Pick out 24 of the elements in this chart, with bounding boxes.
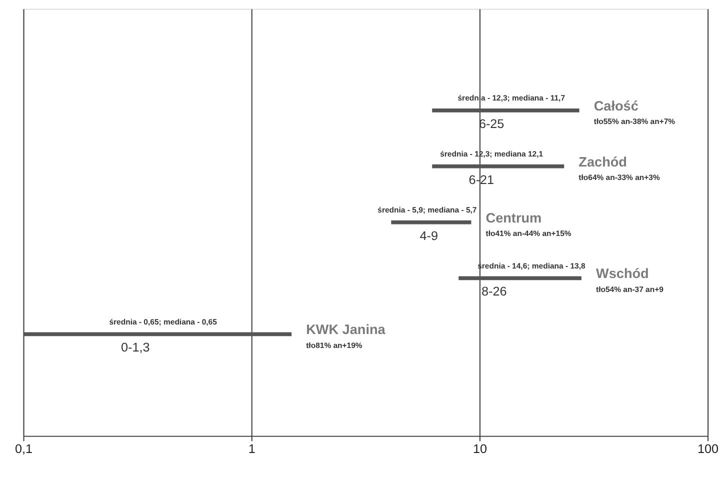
x-tick-label: 10 <box>472 442 487 456</box>
bar <box>432 108 580 112</box>
annotation: tło41% an-44% an+15% <box>486 228 572 238</box>
y-tick-label: Centrum <box>486 210 542 226</box>
y-tick-label: Całość <box>594 98 639 114</box>
y-tick-label: KWK Janina <box>306 322 386 338</box>
bar <box>23 332 292 336</box>
bar <box>432 164 564 168</box>
x-tick-label: 1 <box>248 442 256 456</box>
annotation: 0-1,3 <box>120 340 150 355</box>
y-tick-label: Zachód <box>578 154 627 170</box>
annotation: tło64% an-33% an+3% <box>578 172 660 182</box>
annotation: 4-9 <box>420 228 438 243</box>
annotation: średnia - 0,65; mediana - 0,65 <box>109 317 218 326</box>
annotation: tło54% an-37 an+9 <box>596 284 664 294</box>
annotation: tło55% an-38% an+7% <box>594 116 676 126</box>
x-tick-label: 100 <box>698 442 719 456</box>
annotation: 8-26 <box>482 284 507 299</box>
bar <box>391 220 472 224</box>
annotation: tło81% an+19% <box>306 340 362 350</box>
y-tick-label: Wschód <box>596 266 649 282</box>
bar <box>458 276 582 280</box>
annotation: średnia - 5,9; mediana - 5,7 <box>378 206 477 215</box>
x-tick-label: 0,1 <box>15 442 33 456</box>
